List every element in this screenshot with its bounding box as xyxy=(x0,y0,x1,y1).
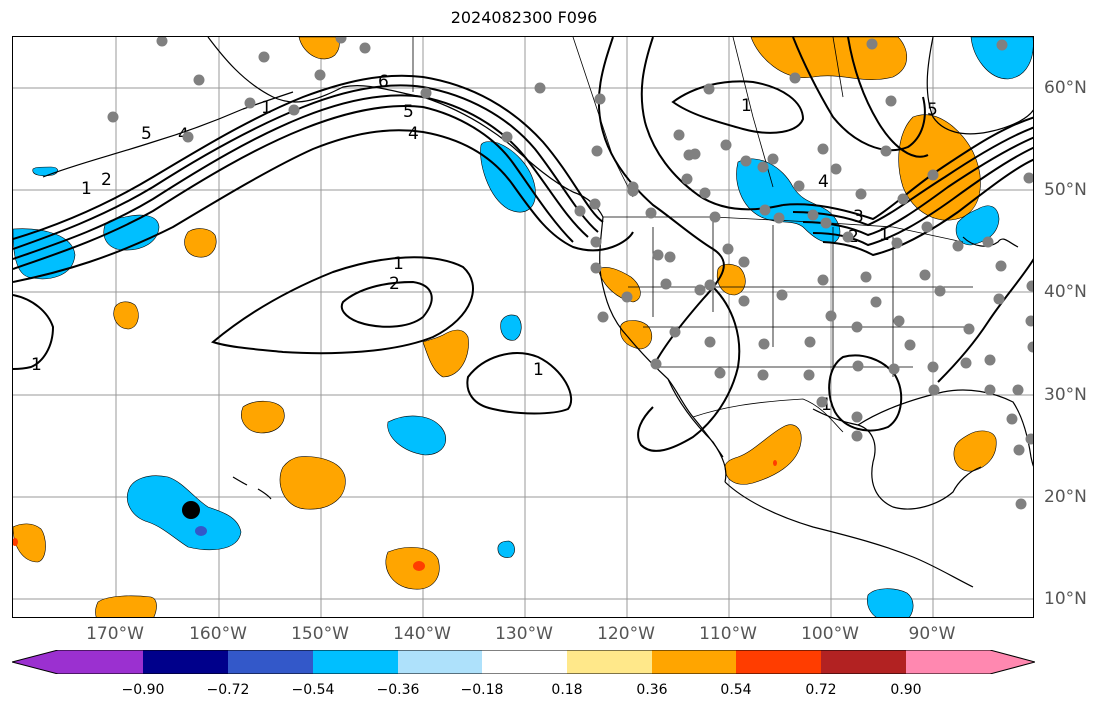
lon-label: 100°W xyxy=(801,624,859,644)
contour-label: 2 xyxy=(389,274,400,294)
colorbar-segment xyxy=(228,650,313,674)
colorbar-tick-label: 0.36 xyxy=(636,682,668,698)
colorbar-segment xyxy=(736,650,821,674)
colorbar xyxy=(12,650,1035,674)
graticule xyxy=(13,37,1033,617)
lon-label: 120°W xyxy=(597,624,655,644)
colorbar-tick-label: 0.18 xyxy=(551,682,583,698)
station-dots xyxy=(107,37,1033,510)
lat-label: 30°N xyxy=(1044,385,1087,405)
colorbar-tick-label: −0.72 xyxy=(206,682,250,698)
colorbar-segment xyxy=(313,650,398,674)
strong-negative-fills xyxy=(195,526,207,536)
colorbar-tick-label: −0.54 xyxy=(291,682,335,698)
contour-label: 1 xyxy=(741,96,752,116)
lat-label: 40°N xyxy=(1044,282,1087,302)
contour-label: 4 xyxy=(408,124,419,144)
lat-label: 10°N xyxy=(1044,589,1087,609)
lon-label: 90°W xyxy=(908,624,956,644)
contour-label: 5 xyxy=(927,100,938,120)
contour-label: 2 xyxy=(101,170,112,190)
colorbar-segment xyxy=(12,650,143,674)
lon-label: 140°W xyxy=(393,624,451,644)
contour-lines xyxy=(13,37,1033,452)
lon-label: 170°W xyxy=(86,624,144,644)
colorbar-segment xyxy=(482,650,567,674)
colorbar-tick-label: −0.18 xyxy=(460,682,504,698)
contour-label: 1 xyxy=(879,225,890,245)
strong-positive-fills xyxy=(13,460,777,571)
lat-label: 50°N xyxy=(1044,180,1087,200)
contour-label: 5 xyxy=(403,102,414,122)
lon-label: 110°W xyxy=(699,624,757,644)
colorbar-tick-label: 0.72 xyxy=(805,682,837,698)
map-canvas: 1 2 1 1 1 1 2 5 4 5 4 6 1 3 2 1 4 5 1 xyxy=(13,37,1033,617)
colorbar-tick-label: 0.90 xyxy=(890,682,922,698)
contour-label: 4 xyxy=(818,172,829,192)
lon-label: 130°W xyxy=(495,624,553,644)
contour-label: 6 xyxy=(378,72,389,92)
contour-label: 3 xyxy=(853,207,864,227)
contour-label: 1 xyxy=(81,179,92,199)
colorbar-segment xyxy=(567,650,652,674)
lat-label: 60°N xyxy=(1044,78,1087,98)
colorbar-tick-label: −0.90 xyxy=(121,682,165,698)
contour-label: 5 xyxy=(141,124,152,144)
colorbar-segment xyxy=(398,650,482,674)
contour-label: 1 xyxy=(31,355,42,375)
colorbar-segment xyxy=(652,650,736,674)
colorbar-segment xyxy=(906,650,1035,674)
colorbar-segment xyxy=(821,650,906,674)
contour-label: 1 xyxy=(533,360,544,380)
colorbar-tick-label: 0.54 xyxy=(720,682,752,698)
colorbar-segment xyxy=(143,650,228,674)
location-marker xyxy=(182,501,200,519)
lon-label: 150°W xyxy=(291,624,349,644)
lat-label: 20°N xyxy=(1044,487,1087,507)
map-title: 2024082300 F096 xyxy=(450,8,598,27)
map-panel: 1 2 1 1 1 1 2 5 4 5 4 6 1 3 2 1 4 5 1 xyxy=(12,36,1034,618)
lon-label: 160°W xyxy=(189,624,247,644)
contour-label: 1 xyxy=(393,254,404,274)
contour-value-labels: 1 2 1 1 1 1 2 5 4 5 4 6 1 3 2 1 4 5 1 xyxy=(31,72,938,415)
colorbar-tick-label: −0.36 xyxy=(376,682,420,698)
contour-label: 1 xyxy=(261,98,272,118)
